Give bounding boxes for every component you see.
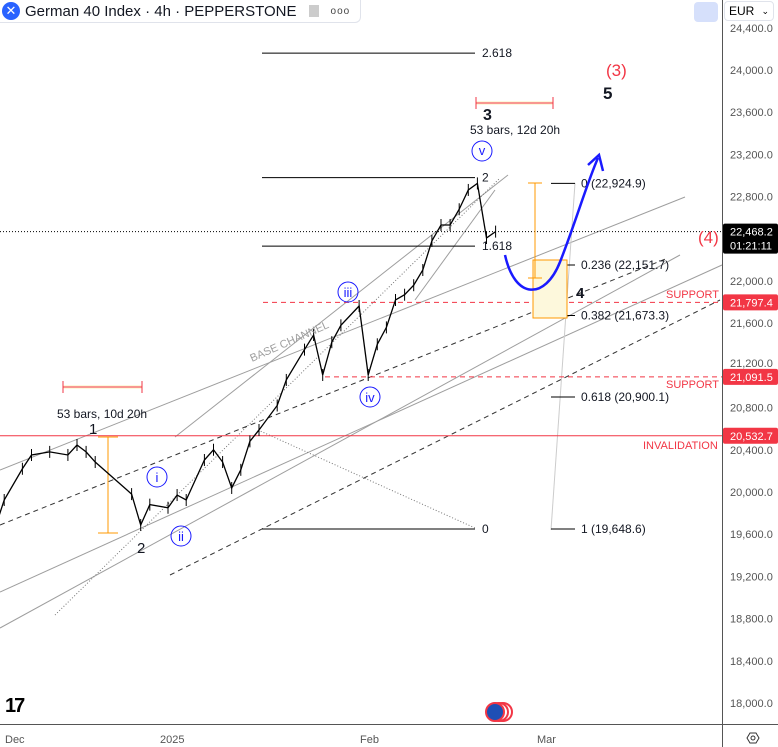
- price-axis-labels: 22,468.2 01:21:11 21,797.4 21,091.5 20,532.7: [723, 223, 778, 444]
- price-tick: 23,600.0: [730, 107, 773, 119]
- price-tick: 22,000.0: [730, 276, 773, 288]
- fib-retracement-diagonal[interactable]: [550, 182, 576, 531]
- price-bars: [3, 177, 497, 532]
- wave-i-circle: [146, 466, 168, 488]
- wave-5-label: 5: [603, 84, 612, 103]
- time-tick-mar: Mar: [537, 734, 556, 746]
- price-tick: 18,800.0: [730, 614, 773, 626]
- date-range-measure[interactable]: [62, 97, 554, 393]
- price-axis[interactable]: 24,400.0 24,000.0 23,600.0 23,200.0 22,800.0…: [730, 23, 773, 710]
- price-label-text: 20,532.7: [730, 431, 773, 443]
- price-series-line: [0, 182, 496, 527]
- currency-label: EUR: [729, 4, 755, 18]
- wave-iii-circle: [337, 281, 359, 303]
- tradingview-logo[interactable]: 17: [5, 695, 25, 717]
- wave-3-label: 3: [483, 107, 492, 124]
- price-tick: 18,000.0: [730, 698, 773, 710]
- dotted-trend-line[interactable]: [54, 177, 501, 616]
- price-label-badge: [723, 368, 778, 385]
- price-tick: 22,800.0: [730, 192, 773, 204]
- wave-iii-label: iii: [344, 285, 353, 300]
- price-label-badge: [723, 223, 778, 254]
- arrowhead-icon: [587, 152, 605, 172]
- flag-icon[interactable]: [308, 5, 319, 17]
- price-label-text: 21,797.4: [730, 297, 773, 309]
- price-tick: 23,200.0: [730, 149, 773, 161]
- dotted-trend-line[interactable]: [257, 429, 476, 529]
- fullscreen-button[interactable]: [694, 2, 718, 22]
- lower-channel-line[interactable]: [0, 264, 723, 593]
- price-tick: 19,600.0: [730, 529, 773, 541]
- wave-i-label: i: [156, 470, 159, 485]
- trend-line[interactable]: [174, 174, 509, 438]
- price-tick: 19,200.0: [730, 571, 773, 583]
- fib-extension-label: 2: [482, 171, 489, 185]
- price-tick: 24,000.0: [730, 65, 773, 77]
- fib-retracement-label: 0.618 (20,900.1): [581, 390, 669, 404]
- symbol-title: German 40 Index · 4h · PEPPERSTONE: [25, 2, 297, 20]
- price-label-badge: [723, 294, 778, 311]
- price-tick: 20,400.0: [730, 445, 773, 457]
- support-label-1: SUPPORT: [666, 289, 719, 301]
- fib-retracement-label: 0 (22,924.9): [581, 176, 646, 190]
- orange-measure: [98, 182, 568, 534]
- settings-icon[interactable]: [746, 732, 760, 744]
- wave-iv-label: iv: [365, 390, 375, 405]
- price-label-text: 21,091.5: [730, 372, 773, 384]
- projection-arrow[interactable]: [503, 157, 600, 291]
- price-tick: 21,600.0: [730, 318, 773, 330]
- wave-v-label: v: [479, 143, 486, 158]
- wave-ii-label: ii: [178, 529, 184, 544]
- upper-channel-line[interactable]: [0, 196, 686, 471]
- trend-lines: [0, 174, 723, 629]
- price-tick: 20,000.0: [730, 487, 773, 499]
- wave-iv-circle: [359, 386, 381, 408]
- fib-retracement-label: 0.236 (22,151.7): [581, 258, 669, 272]
- wave-3-major-label: (3): [606, 61, 627, 80]
- countdown-text: 01:21:11: [730, 241, 772, 253]
- time-tick-feb: Feb: [360, 734, 379, 746]
- more-icon[interactable]: ooo: [330, 5, 351, 17]
- dashed-channel-line[interactable]: [169, 299, 721, 576]
- horizontal-levels: [0, 231, 722, 437]
- price-tick: 21,200.0: [730, 358, 773, 370]
- chevron-down-icon: ⌄: [761, 5, 769, 16]
- eu-events-icon[interactable]: [485, 702, 513, 722]
- invalidation-label: INVALIDATION: [643, 440, 718, 452]
- fib-extension-label: 0: [482, 522, 489, 536]
- wave-1-label: 1: [89, 421, 97, 438]
- price-label-badge: [723, 427, 778, 444]
- wave-4-label: 4: [576, 285, 585, 302]
- fib-retracement-label: 0.382 (21,673.3): [581, 308, 669, 322]
- wave-ii-circle: [170, 525, 192, 547]
- fib-extension-label: 2.618: [482, 46, 512, 60]
- symbol-header[interactable]: ✕ German 40 Index · 4h · PEPPERSTONE ooo: [0, 0, 362, 23]
- range-label-2: 53 bars, 12d 20h: [470, 123, 560, 137]
- fib-retracement-label: 1 (19,648.6): [581, 522, 646, 536]
- range-label-1: 53 bars, 10d 20h: [57, 407, 147, 421]
- fibonacci-levels: 2.618 2 1.618 0 0 (22,924.9) 0.236 (22,151.7)…: [262, 46, 669, 536]
- dashed-channel-line[interactable]: [0, 257, 669, 526]
- wave-2-label: 2: [137, 540, 145, 557]
- wave-v-circle: [471, 140, 493, 162]
- base-channel-line[interactable]: [0, 254, 681, 629]
- time-tick-2025: 2025: [160, 734, 184, 746]
- close-x-icon[interactable]: ✕: [2, 2, 20, 20]
- currency-select[interactable]: EUR ⌄: [724, 1, 774, 21]
- price-label-text: 22,468.2: [730, 227, 773, 239]
- time-tick-dec: Dec: [5, 734, 25, 746]
- fib-extension-label: 1.618: [482, 239, 512, 253]
- price-tick: 18,400.0: [730, 656, 773, 668]
- support-label-2: SUPPORT: [666, 379, 719, 391]
- price-tick: 20,800.0: [730, 403, 773, 415]
- price-tick: 24,400.0: [730, 23, 773, 35]
- wave-4-major-label: (4): [698, 228, 719, 247]
